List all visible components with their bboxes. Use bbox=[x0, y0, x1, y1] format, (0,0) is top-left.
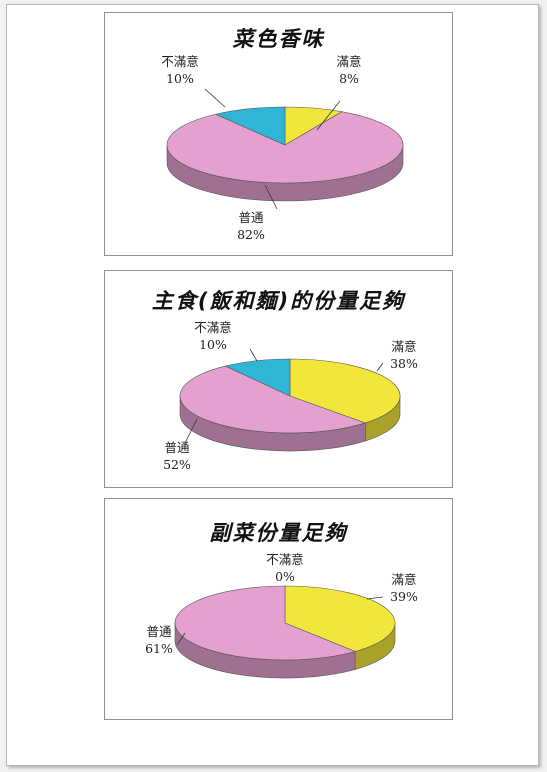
slice-name: 不滿意 bbox=[194, 320, 232, 335]
slice-name: 滿意 bbox=[336, 54, 362, 69]
slice-name: 普通 bbox=[146, 624, 172, 639]
pie-chart-2 bbox=[179, 348, 401, 452]
slice-percent: 61% bbox=[145, 641, 173, 656]
slice-label-dissatisfied-2: 不滿意 10% bbox=[183, 319, 243, 353]
leader-line-satisfied bbox=[376, 362, 384, 372]
leader-line-normal bbox=[184, 418, 198, 444]
page-sheet: 菜色香味 不滿意 10% 滿意 8% 普通 82% 主食(飯和麵)的份量足夠 不… bbox=[6, 4, 539, 766]
slice-percent: 0% bbox=[275, 569, 295, 584]
leader-line-satisfied bbox=[366, 596, 384, 600]
chart-title-1: 菜色香味 bbox=[232, 27, 325, 51]
leader-line-normal bbox=[264, 184, 278, 210]
slice-name: 普通 bbox=[164, 440, 190, 455]
pie-chart-3 bbox=[174, 585, 396, 679]
leader-line-satisfied bbox=[316, 100, 341, 131]
pie-top-slices bbox=[179, 358, 401, 434]
slice-label-satisfied-1: 滿意 8% bbox=[325, 53, 373, 87]
pie-slice-normal bbox=[174, 585, 357, 661]
slice-label-normal-3: 普通 61% bbox=[135, 623, 183, 657]
slice-percent: 10% bbox=[166, 71, 194, 86]
leader-lines bbox=[204, 88, 341, 210]
chart-title-3: 副菜份量足夠 bbox=[209, 521, 348, 545]
slice-label-satisfied-2: 滿意 38% bbox=[380, 338, 428, 372]
chart-panel-3: 副菜份量足夠 不滿意 0% 滿意 39% 普通 61% bbox=[104, 498, 453, 720]
slice-percent: 38% bbox=[390, 356, 418, 371]
slice-name: 不滿意 bbox=[266, 552, 304, 567]
leader-line-dissatisfied bbox=[249, 348, 258, 362]
slice-label-satisfied-3: 滿意 39% bbox=[380, 571, 428, 605]
slice-percent: 39% bbox=[390, 589, 418, 604]
leader-line-normal bbox=[176, 632, 186, 646]
leader-lines bbox=[184, 348, 384, 444]
pie-top-slices bbox=[174, 585, 396, 661]
slice-name: 滿意 bbox=[391, 339, 417, 354]
chart-panel-1: 菜色香味 不滿意 10% 滿意 8% 普通 82% bbox=[104, 12, 453, 256]
slice-percent: 52% bbox=[163, 457, 191, 472]
pie-slice-satisfied bbox=[289, 358, 401, 424]
slice-label-normal-2: 普通 52% bbox=[153, 439, 201, 473]
slice-name: 普通 bbox=[238, 210, 264, 225]
chart-title-2: 主食(飯和麵)的份量足夠 bbox=[151, 289, 406, 313]
pie-slice-normal bbox=[179, 365, 367, 434]
slice-percent: 10% bbox=[199, 337, 227, 352]
slice-name: 不滿意 bbox=[161, 54, 199, 69]
leader-lines bbox=[176, 596, 384, 646]
slice-percent: 8% bbox=[339, 71, 359, 86]
pie-slice-satisfied bbox=[284, 585, 396, 652]
slice-name: 滿意 bbox=[391, 572, 417, 587]
pie-slice-dissatisfied bbox=[224, 358, 291, 397]
pie-top-slices bbox=[166, 106, 404, 184]
slice-label-dissatisfied-1: 不滿意 10% bbox=[150, 53, 210, 87]
slice-percent: 82% bbox=[237, 227, 265, 242]
chart-panel-2: 主食(飯和麵)的份量足夠 不滿意 10% 滿意 38% 普通 52% bbox=[104, 270, 453, 488]
pie-slice-dissatisfied bbox=[214, 106, 286, 146]
slice-label-normal-1: 普通 82% bbox=[227, 209, 275, 243]
pie-slice-normal bbox=[166, 111, 404, 184]
pie-chart-1 bbox=[166, 88, 404, 210]
leader-line-dissatisfied bbox=[204, 88, 226, 108]
slice-label-dissatisfied-3: 不滿意 0% bbox=[255, 551, 315, 585]
